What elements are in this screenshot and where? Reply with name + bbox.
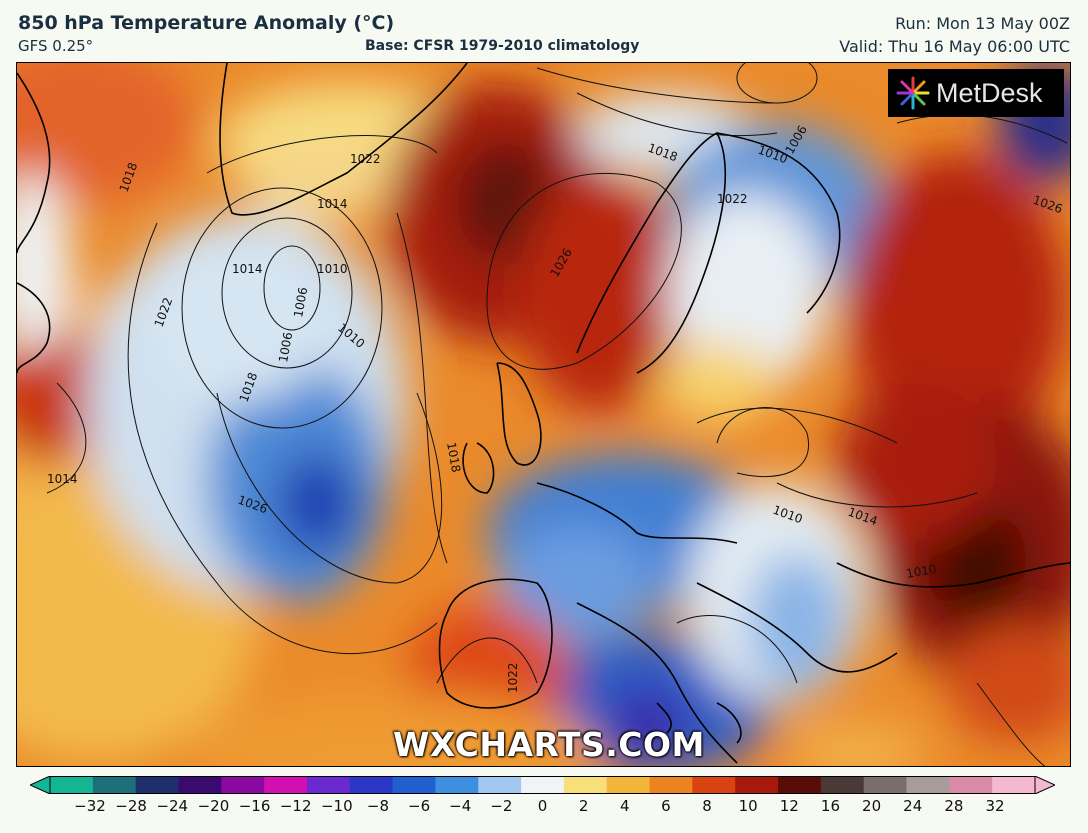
colorbar-segment	[135, 776, 179, 794]
colorbar-tick: 8	[702, 797, 712, 815]
colorbar-segment	[349, 776, 394, 794]
run-time-label: Run: Mon 13 May 00Z	[895, 14, 1070, 33]
logo-text: MetDesk	[936, 77, 1043, 108]
anomaly-map[interactable]: 1018 1014 1010 1006 1022 1014 1010 1006 1022 1018…	[16, 62, 1071, 767]
colorbar-segment	[606, 776, 651, 794]
colorbar-tick: 6	[661, 797, 671, 815]
base-climatology-label: Base: CFSR 1979-2010 climatology	[365, 38, 640, 54]
colorbar-segment	[778, 776, 822, 794]
model-label: GFS 0.25°	[18, 37, 94, 55]
isobar-label: 1014	[232, 262, 263, 276]
metdesk-logo: MetDesk	[888, 69, 1064, 117]
isobar-label: 1006	[291, 286, 310, 319]
colorbar-segment	[906, 776, 950, 794]
colorbar-segment	[478, 776, 522, 794]
colorbar	[28, 775, 1057, 795]
watermark: WXCHARTS.COM	[393, 725, 705, 764]
colorbar-segment	[50, 776, 94, 794]
colorbar-tick: 0	[537, 797, 548, 815]
isobar-label: 1022	[350, 152, 381, 166]
colorbar-segment	[392, 776, 436, 794]
colorbar-segment	[221, 776, 265, 794]
colorbar-segment	[692, 776, 736, 794]
coastlines	[17, 63, 1070, 764]
colorbar-tick: −28	[115, 797, 147, 815]
colorbar-tick: 10	[738, 797, 758, 815]
colorbar-segment	[92, 776, 137, 794]
colorbar-segment	[306, 776, 351, 794]
starburst-logo-icon	[896, 76, 930, 110]
colorbar-tick: −24	[156, 797, 189, 815]
colorbar-tick: 28	[944, 797, 964, 815]
colorbar-min-arrow	[28, 775, 51, 795]
isobar-label: 1006	[276, 331, 295, 364]
isobar-label: 1022	[506, 662, 520, 693]
isobar-contours	[46, 63, 1068, 766]
colorbar-tick: −8	[366, 797, 390, 815]
isobar-label: 1014	[317, 197, 348, 211]
colorbar-tick: 16	[820, 797, 840, 815]
colorbar-segment	[735, 776, 779, 794]
chart-title: 850 hPa Temperature Anomaly (°C)	[18, 12, 395, 34]
colorbar-tick: −10	[320, 797, 353, 815]
colorbar-segment	[820, 776, 865, 794]
isobar-label: 1010	[905, 562, 938, 581]
colorbar-tick: −32	[74, 797, 106, 815]
isobar-label: 1014	[47, 472, 78, 486]
colorbar-tick: 20	[862, 797, 882, 815]
colorbar-tick: −4	[449, 797, 472, 815]
colorbar-tick: −12	[279, 797, 312, 815]
iberia-coast	[438, 578, 553, 709]
colorbar-tick: −16	[238, 797, 271, 815]
colorbar-tick: −20	[197, 797, 230, 815]
isobar-label: 1022	[717, 192, 748, 206]
colorbar-segment	[863, 776, 908, 794]
greenland-coast	[219, 63, 468, 216]
colorbar-tick: 24	[903, 797, 923, 815]
colorbar-segment	[649, 776, 693, 794]
colorbar-segment	[949, 776, 993, 794]
isobar-1006	[263, 245, 321, 331]
colorbar-tick-labels: −32 −28 −24 −20 −16 −12 −10 −8 −6 −4 −2 0 2 4 6 8 10 12 16…	[30, 797, 1055, 819]
map-canvas: 1018101410101006102210141010100610221018…	[17, 63, 1070, 766]
isobar-label: 1010	[317, 262, 348, 276]
colorbar-tick: 32	[985, 797, 1005, 815]
colorbar-segment	[435, 776, 479, 794]
colorbar-segment	[563, 776, 608, 794]
valid-time-label: Valid: Thu 16 May 06:00 UTC	[839, 37, 1070, 56]
colorbar-tick: 12	[779, 797, 799, 815]
colorbar-tick: 2	[578, 797, 589, 815]
colorbar-segment	[264, 776, 308, 794]
colorbar-svg	[28, 775, 1057, 795]
colorbar-segment	[178, 776, 222, 794]
colorbar-tick: 4	[619, 797, 630, 815]
isobar-label: 1018	[444, 441, 463, 474]
colorbar-tick: −6	[408, 797, 431, 815]
colorbar-tick: −2	[490, 797, 513, 815]
colorbar-segment	[521, 776, 565, 794]
colorbar-max-arrow	[1034, 775, 1057, 795]
britain-coast	[496, 362, 542, 466]
colorbar-segment	[992, 776, 1036, 794]
